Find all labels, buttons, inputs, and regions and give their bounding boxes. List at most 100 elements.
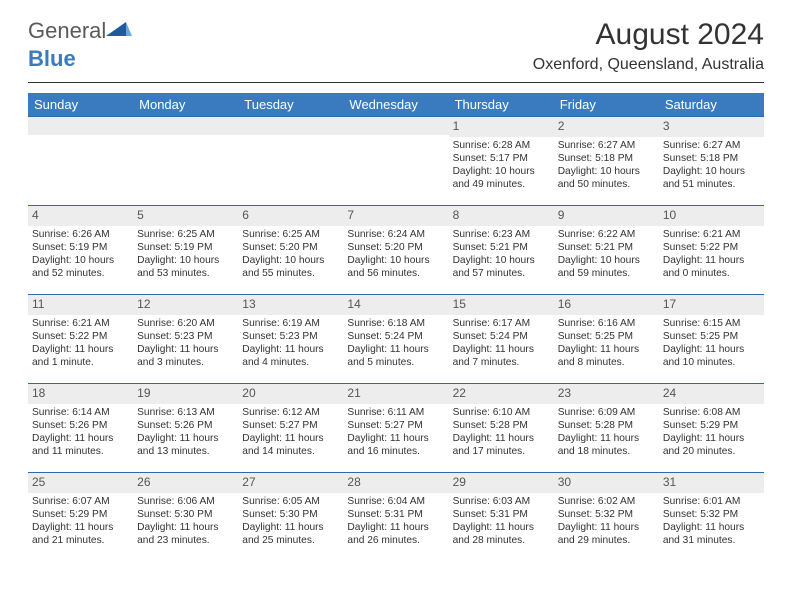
day-line: and 52 minutes. bbox=[32, 267, 129, 280]
day-line: Sunset: 5:25 PM bbox=[663, 330, 760, 343]
day-number: 29 bbox=[449, 473, 554, 493]
day-number: 13 bbox=[238, 295, 343, 315]
day-cell: 9Sunrise: 6:22 AMSunset: 5:21 PMDaylight… bbox=[554, 206, 659, 294]
day-line: Sunset: 5:19 PM bbox=[137, 241, 234, 254]
day-cell: 6Sunrise: 6:25 AMSunset: 5:20 PMDaylight… bbox=[238, 206, 343, 294]
day-cell bbox=[28, 117, 133, 205]
day-line: and 13 minutes. bbox=[137, 445, 234, 458]
day-line: and 49 minutes. bbox=[453, 178, 550, 191]
day-line: and 16 minutes. bbox=[347, 445, 444, 458]
day-line: Sunset: 5:27 PM bbox=[347, 419, 444, 432]
day-number: 17 bbox=[659, 295, 764, 315]
day-number: 11 bbox=[28, 295, 133, 315]
dow-cell: Saturday bbox=[659, 93, 764, 116]
day-number: 26 bbox=[133, 473, 238, 493]
day-line: Sunrise: 6:23 AM bbox=[453, 228, 550, 241]
day-line: Daylight: 10 hours bbox=[347, 254, 444, 267]
day-number: 16 bbox=[554, 295, 659, 315]
day-body bbox=[28, 135, 133, 141]
day-line: and 28 minutes. bbox=[453, 534, 550, 547]
day-line: Daylight: 10 hours bbox=[453, 254, 550, 267]
day-body: Sunrise: 6:26 AMSunset: 5:19 PMDaylight:… bbox=[28, 226, 133, 285]
day-body: Sunrise: 6:08 AMSunset: 5:29 PMDaylight:… bbox=[659, 404, 764, 463]
calendar: SundayMondayTuesdayWednesdayThursdayFrid… bbox=[28, 93, 764, 561]
week-row: 1 Sunrise: 6:28 AMSunset: 5:17 PM Daylight… bbox=[28, 116, 764, 205]
day-body: Sunrise: 6:19 AMSunset: 5:23 PMDaylight:… bbox=[238, 315, 343, 374]
day-line: Sunrise: 6:21 AM bbox=[663, 228, 760, 241]
day-line: Daylight: 10 hours bbox=[32, 254, 129, 267]
day-number: 2 bbox=[554, 117, 659, 137]
day-cell: 26Sunrise: 6:06 AMSunset: 5:30 PMDayligh… bbox=[133, 473, 238, 561]
day-line: Sunset: 5:17 PM bbox=[453, 152, 550, 165]
day-cell: 14Sunrise: 6:18 AMSunset: 5:24 PMDayligh… bbox=[343, 295, 448, 383]
day-line: Sunrise: 6:09 AM bbox=[558, 406, 655, 419]
day-line: and 55 minutes. bbox=[242, 267, 339, 280]
day-body: Sunrise: 6:14 AMSunset: 5:26 PMDaylight:… bbox=[28, 404, 133, 463]
day-cell: 29Sunrise: 6:03 AMSunset: 5:31 PMDayligh… bbox=[449, 473, 554, 561]
day-line: Sunrise: 6:14 AM bbox=[32, 406, 129, 419]
day-body: Sunrise: 6:16 AMSunset: 5:25 PMDaylight:… bbox=[554, 315, 659, 374]
day-line: Sunrise: 6:08 AM bbox=[663, 406, 760, 419]
dow-cell: Tuesday bbox=[238, 93, 343, 116]
day-cell bbox=[343, 117, 448, 205]
dow-cell: Wednesday bbox=[343, 93, 448, 116]
day-line: Sunset: 5:23 PM bbox=[137, 330, 234, 343]
day-line: and 4 minutes. bbox=[242, 356, 339, 369]
day-line: Sunrise: 6:11 AM bbox=[347, 406, 444, 419]
day-line: and 31 minutes. bbox=[663, 534, 760, 547]
day-line: and 1 minute. bbox=[32, 356, 129, 369]
day-line: and 21 minutes. bbox=[32, 534, 129, 547]
day-line: Sunset: 5:25 PM bbox=[558, 330, 655, 343]
day-number: 27 bbox=[238, 473, 343, 493]
day-line: and 18 minutes. bbox=[558, 445, 655, 458]
day-body: Sunrise: 6:27 AMSunset: 5:18 PMDaylight:… bbox=[554, 137, 659, 196]
day-number bbox=[343, 117, 448, 135]
day-line: Sunset: 5:24 PM bbox=[347, 330, 444, 343]
day-body: Sunrise: 6:01 AMSunset: 5:32 PMDaylight:… bbox=[659, 493, 764, 552]
day-line: Sunset: 5:31 PM bbox=[453, 508, 550, 521]
day-body: Sunrise: 6:24 AMSunset: 5:20 PMDaylight:… bbox=[343, 226, 448, 285]
day-number: 1 bbox=[449, 117, 554, 137]
day-body: Sunrise: 6:21 AMSunset: 5:22 PMDaylight:… bbox=[659, 226, 764, 285]
day-line: Sunset: 5:21 PM bbox=[558, 241, 655, 254]
day-line: Daylight: 11 hours bbox=[137, 432, 234, 445]
day-cell: 19Sunrise: 6:13 AMSunset: 5:26 PMDayligh… bbox=[133, 384, 238, 472]
day-line: Daylight: 11 hours bbox=[453, 343, 550, 356]
day-cell: 7Sunrise: 6:24 AMSunset: 5:20 PMDaylight… bbox=[343, 206, 448, 294]
day-cell: 20Sunrise: 6:12 AMSunset: 5:27 PMDayligh… bbox=[238, 384, 343, 472]
day-line: Sunrise: 6:22 AM bbox=[558, 228, 655, 241]
day-line: Sunset: 5:31 PM bbox=[347, 508, 444, 521]
day-body: Sunrise: 6:10 AMSunset: 5:28 PMDaylight:… bbox=[449, 404, 554, 463]
day-line: Sunset: 5:27 PM bbox=[242, 419, 339, 432]
day-line: and 23 minutes. bbox=[137, 534, 234, 547]
day-body: Sunrise: 6:04 AMSunset: 5:31 PMDaylight:… bbox=[343, 493, 448, 552]
day-line: Sunrise: 6:05 AM bbox=[242, 495, 339, 508]
day-cell: 11Sunrise: 6:21 AMSunset: 5:22 PMDayligh… bbox=[28, 295, 133, 383]
day-cell: 28Sunrise: 6:04 AMSunset: 5:31 PMDayligh… bbox=[343, 473, 448, 561]
day-line: Sunset: 5:18 PM bbox=[558, 152, 655, 165]
day-line: and 11 minutes. bbox=[32, 445, 129, 458]
day-line: Sunrise: 6:28 AM bbox=[453, 139, 550, 152]
day-number: 18 bbox=[28, 384, 133, 404]
day-cell: 22Sunrise: 6:10 AMSunset: 5:28 PMDayligh… bbox=[449, 384, 554, 472]
day-line: and 5 minutes. bbox=[347, 356, 444, 369]
day-line: Daylight: 11 hours bbox=[558, 343, 655, 356]
day-line: and 59 minutes. bbox=[558, 267, 655, 280]
day-line: and 25 minutes. bbox=[242, 534, 339, 547]
day-line: and 56 minutes. bbox=[347, 267, 444, 280]
day-cell: 18Sunrise: 6:14 AMSunset: 5:26 PMDayligh… bbox=[28, 384, 133, 472]
day-number: 5 bbox=[133, 206, 238, 226]
day-cell: 21Sunrise: 6:11 AMSunset: 5:27 PMDayligh… bbox=[343, 384, 448, 472]
location: Oxenford, Queensland, Australia bbox=[533, 56, 764, 74]
day-number: 23 bbox=[554, 384, 659, 404]
day-line: Daylight: 10 hours bbox=[663, 165, 760, 178]
day-number bbox=[28, 117, 133, 135]
day-line: Daylight: 10 hours bbox=[558, 165, 655, 178]
day-line: Sunrise: 6:02 AM bbox=[558, 495, 655, 508]
day-line: and 10 minutes. bbox=[663, 356, 760, 369]
day-line: Daylight: 11 hours bbox=[242, 343, 339, 356]
day-cell: 4Sunrise: 6:26 AMSunset: 5:19 PMDaylight… bbox=[28, 206, 133, 294]
day-number: 15 bbox=[449, 295, 554, 315]
title-block: August 2024 Oxenford, Queensland, Austra… bbox=[533, 18, 764, 74]
dow-row: SundayMondayTuesdayWednesdayThursdayFrid… bbox=[28, 93, 764, 116]
